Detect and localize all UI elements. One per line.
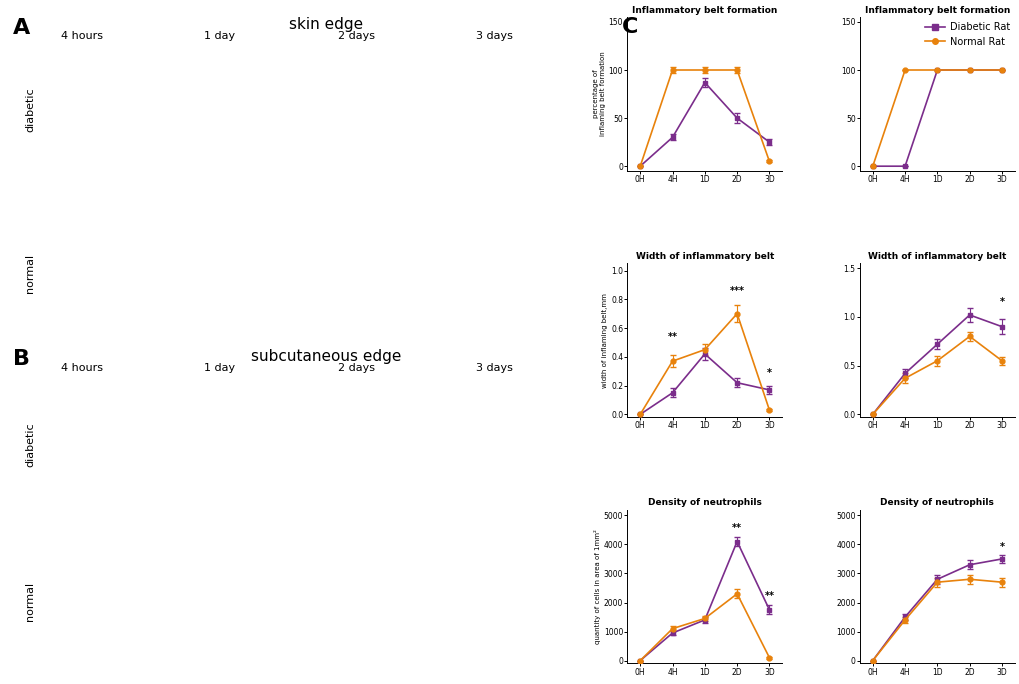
Title: Density of neutrophils: Density of neutrophils bbox=[879, 499, 994, 508]
Title: Inflammatory belt formation: Inflammatory belt formation bbox=[632, 6, 776, 15]
Y-axis label: quantity of cells in area of 1mm²: quantity of cells in area of 1mm² bbox=[593, 529, 600, 644]
Y-axis label: percentage of
inflaming belt formation: percentage of inflaming belt formation bbox=[592, 52, 605, 136]
Text: 3 days: 3 days bbox=[476, 31, 513, 41]
Text: skin edge: skin edge bbox=[289, 17, 363, 32]
Text: 2 days: 2 days bbox=[338, 31, 375, 41]
Text: diabetic: diabetic bbox=[25, 422, 36, 467]
Text: normal: normal bbox=[25, 254, 36, 293]
Text: 1 day: 1 day bbox=[204, 31, 234, 41]
Title: Width of inflammatory belt: Width of inflammatory belt bbox=[867, 252, 1006, 261]
Text: A: A bbox=[13, 18, 31, 38]
Text: 4 hours: 4 hours bbox=[60, 363, 103, 373]
Y-axis label: width of inflaming belt,mm: width of inflaming belt,mm bbox=[601, 293, 607, 388]
Text: 3 days: 3 days bbox=[476, 363, 513, 373]
Text: B: B bbox=[13, 349, 31, 369]
Title: Inflammatory belt formation: Inflammatory belt formation bbox=[864, 6, 1009, 15]
Title: Density of neutrophils: Density of neutrophils bbox=[647, 499, 761, 508]
Text: *: * bbox=[999, 542, 1004, 552]
Text: 4 hours: 4 hours bbox=[60, 31, 103, 41]
Title: Width of inflammatory belt: Width of inflammatory belt bbox=[635, 252, 773, 261]
Text: **: ** bbox=[666, 332, 677, 343]
Text: ***: *** bbox=[729, 287, 744, 296]
Text: **: ** bbox=[763, 591, 773, 601]
Text: normal: normal bbox=[25, 582, 36, 622]
Text: **: ** bbox=[732, 523, 742, 534]
Legend: Diabetic Rat, Normal Rat: Diabetic Rat, Normal Rat bbox=[924, 22, 1009, 47]
Text: C: C bbox=[622, 17, 638, 37]
Text: *: * bbox=[766, 369, 771, 378]
Text: *: * bbox=[999, 297, 1004, 307]
Text: 2 days: 2 days bbox=[338, 363, 375, 373]
Text: 1 day: 1 day bbox=[204, 363, 234, 373]
Text: diabetic: diabetic bbox=[25, 87, 36, 132]
Text: subcutaneous edge: subcutaneous edge bbox=[251, 349, 401, 364]
